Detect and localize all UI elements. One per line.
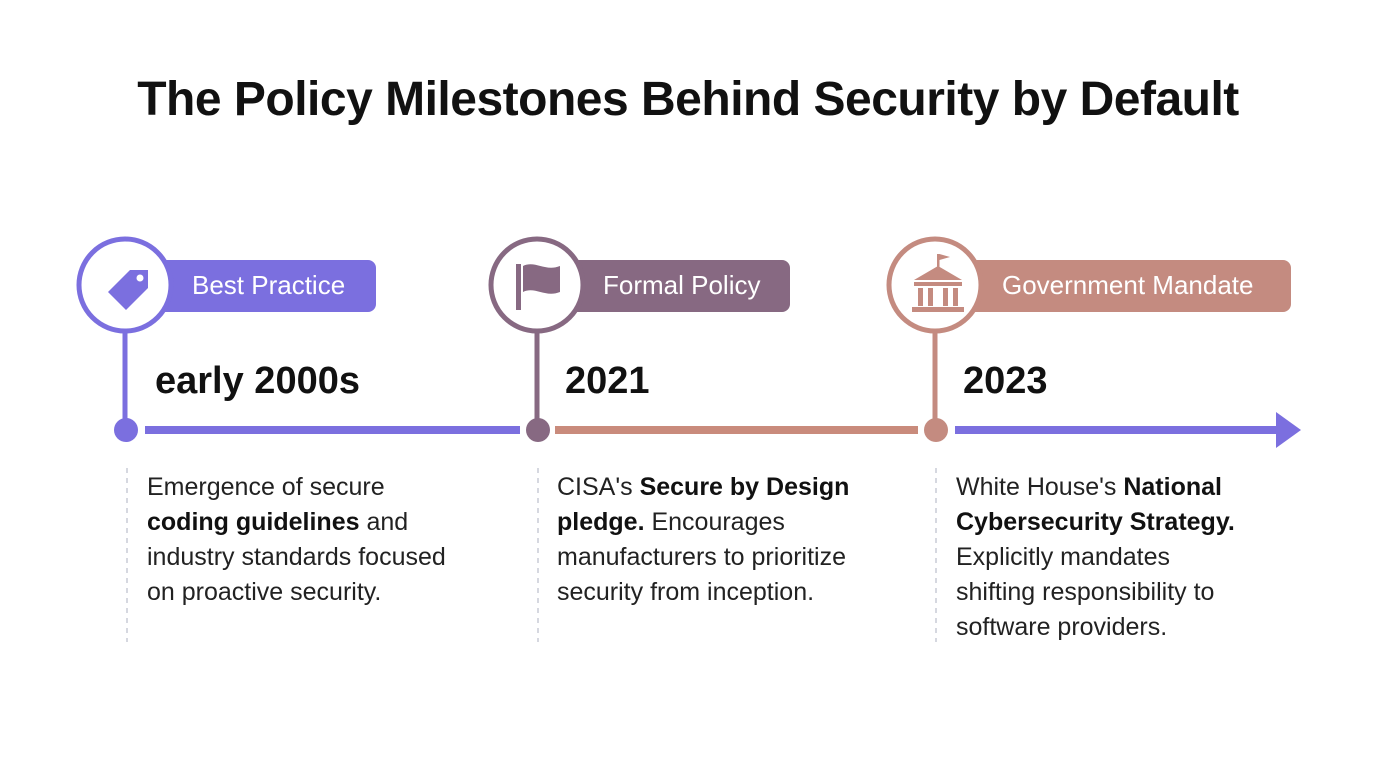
- description: CISA's Secure by Design pledge. Encourag…: [557, 470, 857, 610]
- description: Emergence of secure coding guidelines an…: [147, 470, 447, 610]
- description-text: and industry standards focused on proact…: [147, 508, 446, 606]
- description-text: Encourages manufacturers to prioritize s…: [557, 508, 847, 606]
- label-pill: [537, 260, 790, 312]
- description: White House's National Cybersecurity Str…: [956, 470, 1256, 645]
- date: early 2000s: [155, 360, 360, 402]
- timeline-dot: [526, 418, 550, 442]
- timeline-dot: [924, 418, 948, 442]
- arrow-head: [1276, 412, 1301, 448]
- label-text: Government Mandate: [1002, 270, 1253, 300]
- flag-icon: [516, 264, 560, 310]
- title: The Policy Milestones Behind Security by…: [137, 73, 1239, 126]
- description-text: Emergence of secure: [147, 473, 385, 501]
- date: 2023: [963, 360, 1048, 402]
- description-text: White House's: [956, 473, 1124, 501]
- description-text: Explicitly mandates shifting responsibil…: [956, 543, 1215, 641]
- tag-icon: [108, 270, 148, 310]
- description-text: coding guidelines: [147, 508, 360, 536]
- description-text: National Cybersecurity Strategy.: [956, 473, 1235, 536]
- building-icon: [912, 254, 964, 312]
- description-text: CISA's: [557, 473, 640, 501]
- label-pill: [935, 260, 1291, 312]
- label-text: Best Practice: [192, 270, 345, 300]
- label-text: Formal Policy: [603, 270, 760, 300]
- label-pill: [125, 260, 376, 312]
- date: 2021: [565, 360, 650, 402]
- timeline-dot: [114, 418, 138, 442]
- description-text: Secure by Design pledge.: [557, 473, 850, 536]
